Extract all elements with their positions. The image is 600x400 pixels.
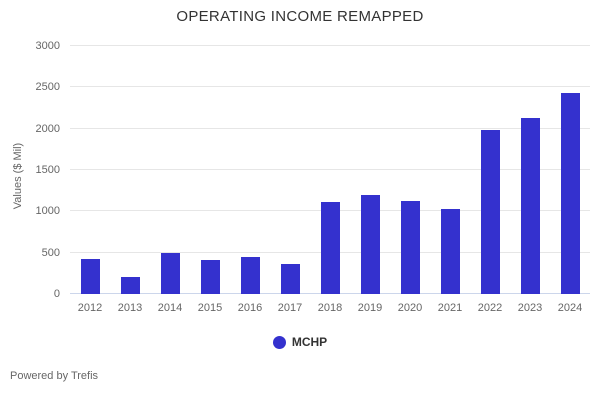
- legend: MCHP: [0, 335, 600, 349]
- bar-2020[interactable]: [400, 200, 420, 294]
- x-tick-label-2012: 2012: [77, 302, 103, 314]
- bar-2017[interactable]: [280, 264, 300, 294]
- x-tick-label-2020: 2020: [397, 302, 423, 314]
- bar-2018[interactable]: [320, 202, 340, 294]
- bar-2013[interactable]: [120, 277, 140, 294]
- legend-item-mchp[interactable]: MCHP: [272, 335, 328, 349]
- x-tick-label-2024: 2024: [557, 302, 583, 314]
- x-tick-label-2013: 2013: [117, 302, 143, 314]
- bar-2015[interactable]: [200, 260, 220, 294]
- y-tick-label-500: 500: [41, 246, 60, 259]
- x-tick-label-2023: 2023: [517, 302, 543, 314]
- gridline-1500: [70, 169, 590, 170]
- bar-2022[interactable]: [480, 130, 500, 294]
- gridline-2000: [70, 127, 590, 129]
- y-tick-label-3000: 3000: [35, 40, 60, 52]
- legend-label: MCHP: [291, 335, 328, 349]
- y-tick-label-1000: 1000: [35, 205, 60, 218]
- x-tick-label-2021: 2021: [437, 302, 463, 314]
- plot-area: [70, 45, 590, 294]
- y-tick-label-2000: 2000: [35, 122, 60, 135]
- y-tick-label-2500: 2500: [35, 81, 60, 94]
- x-tick-label-2014: 2014: [157, 302, 183, 314]
- x-tick-label-2022: 2022: [477, 302, 503, 314]
- y-tick-label-0: 0: [53, 288, 60, 300]
- gridline-2500: [70, 86, 590, 88]
- gridline-3000: [70, 45, 590, 46]
- bar-2023[interactable]: [520, 117, 540, 294]
- x-tick-label-2015: 2015: [197, 302, 223, 314]
- x-tick-label-2017: 2017: [277, 302, 303, 314]
- x-tick-label-2018: 2018: [317, 302, 343, 314]
- chart-title: OPERATING INCOME REMAPPED: [176, 8, 424, 25]
- x-tick-label-2016: 2016: [237, 302, 263, 314]
- legend-marker-icon: [272, 335, 286, 349]
- bar-2021[interactable]: [440, 208, 460, 294]
- bar-2024[interactable]: [560, 93, 580, 294]
- bar-2016[interactable]: [240, 256, 260, 294]
- y-tick-label-1500: 1500: [35, 164, 60, 176]
- credit-text: Powered by Trefis: [10, 370, 99, 382]
- bar-2012[interactable]: [80, 259, 100, 294]
- x-tick-label-2019: 2019: [357, 302, 383, 314]
- bar-2014[interactable]: [160, 252, 180, 294]
- bar-2019[interactable]: [360, 194, 380, 294]
